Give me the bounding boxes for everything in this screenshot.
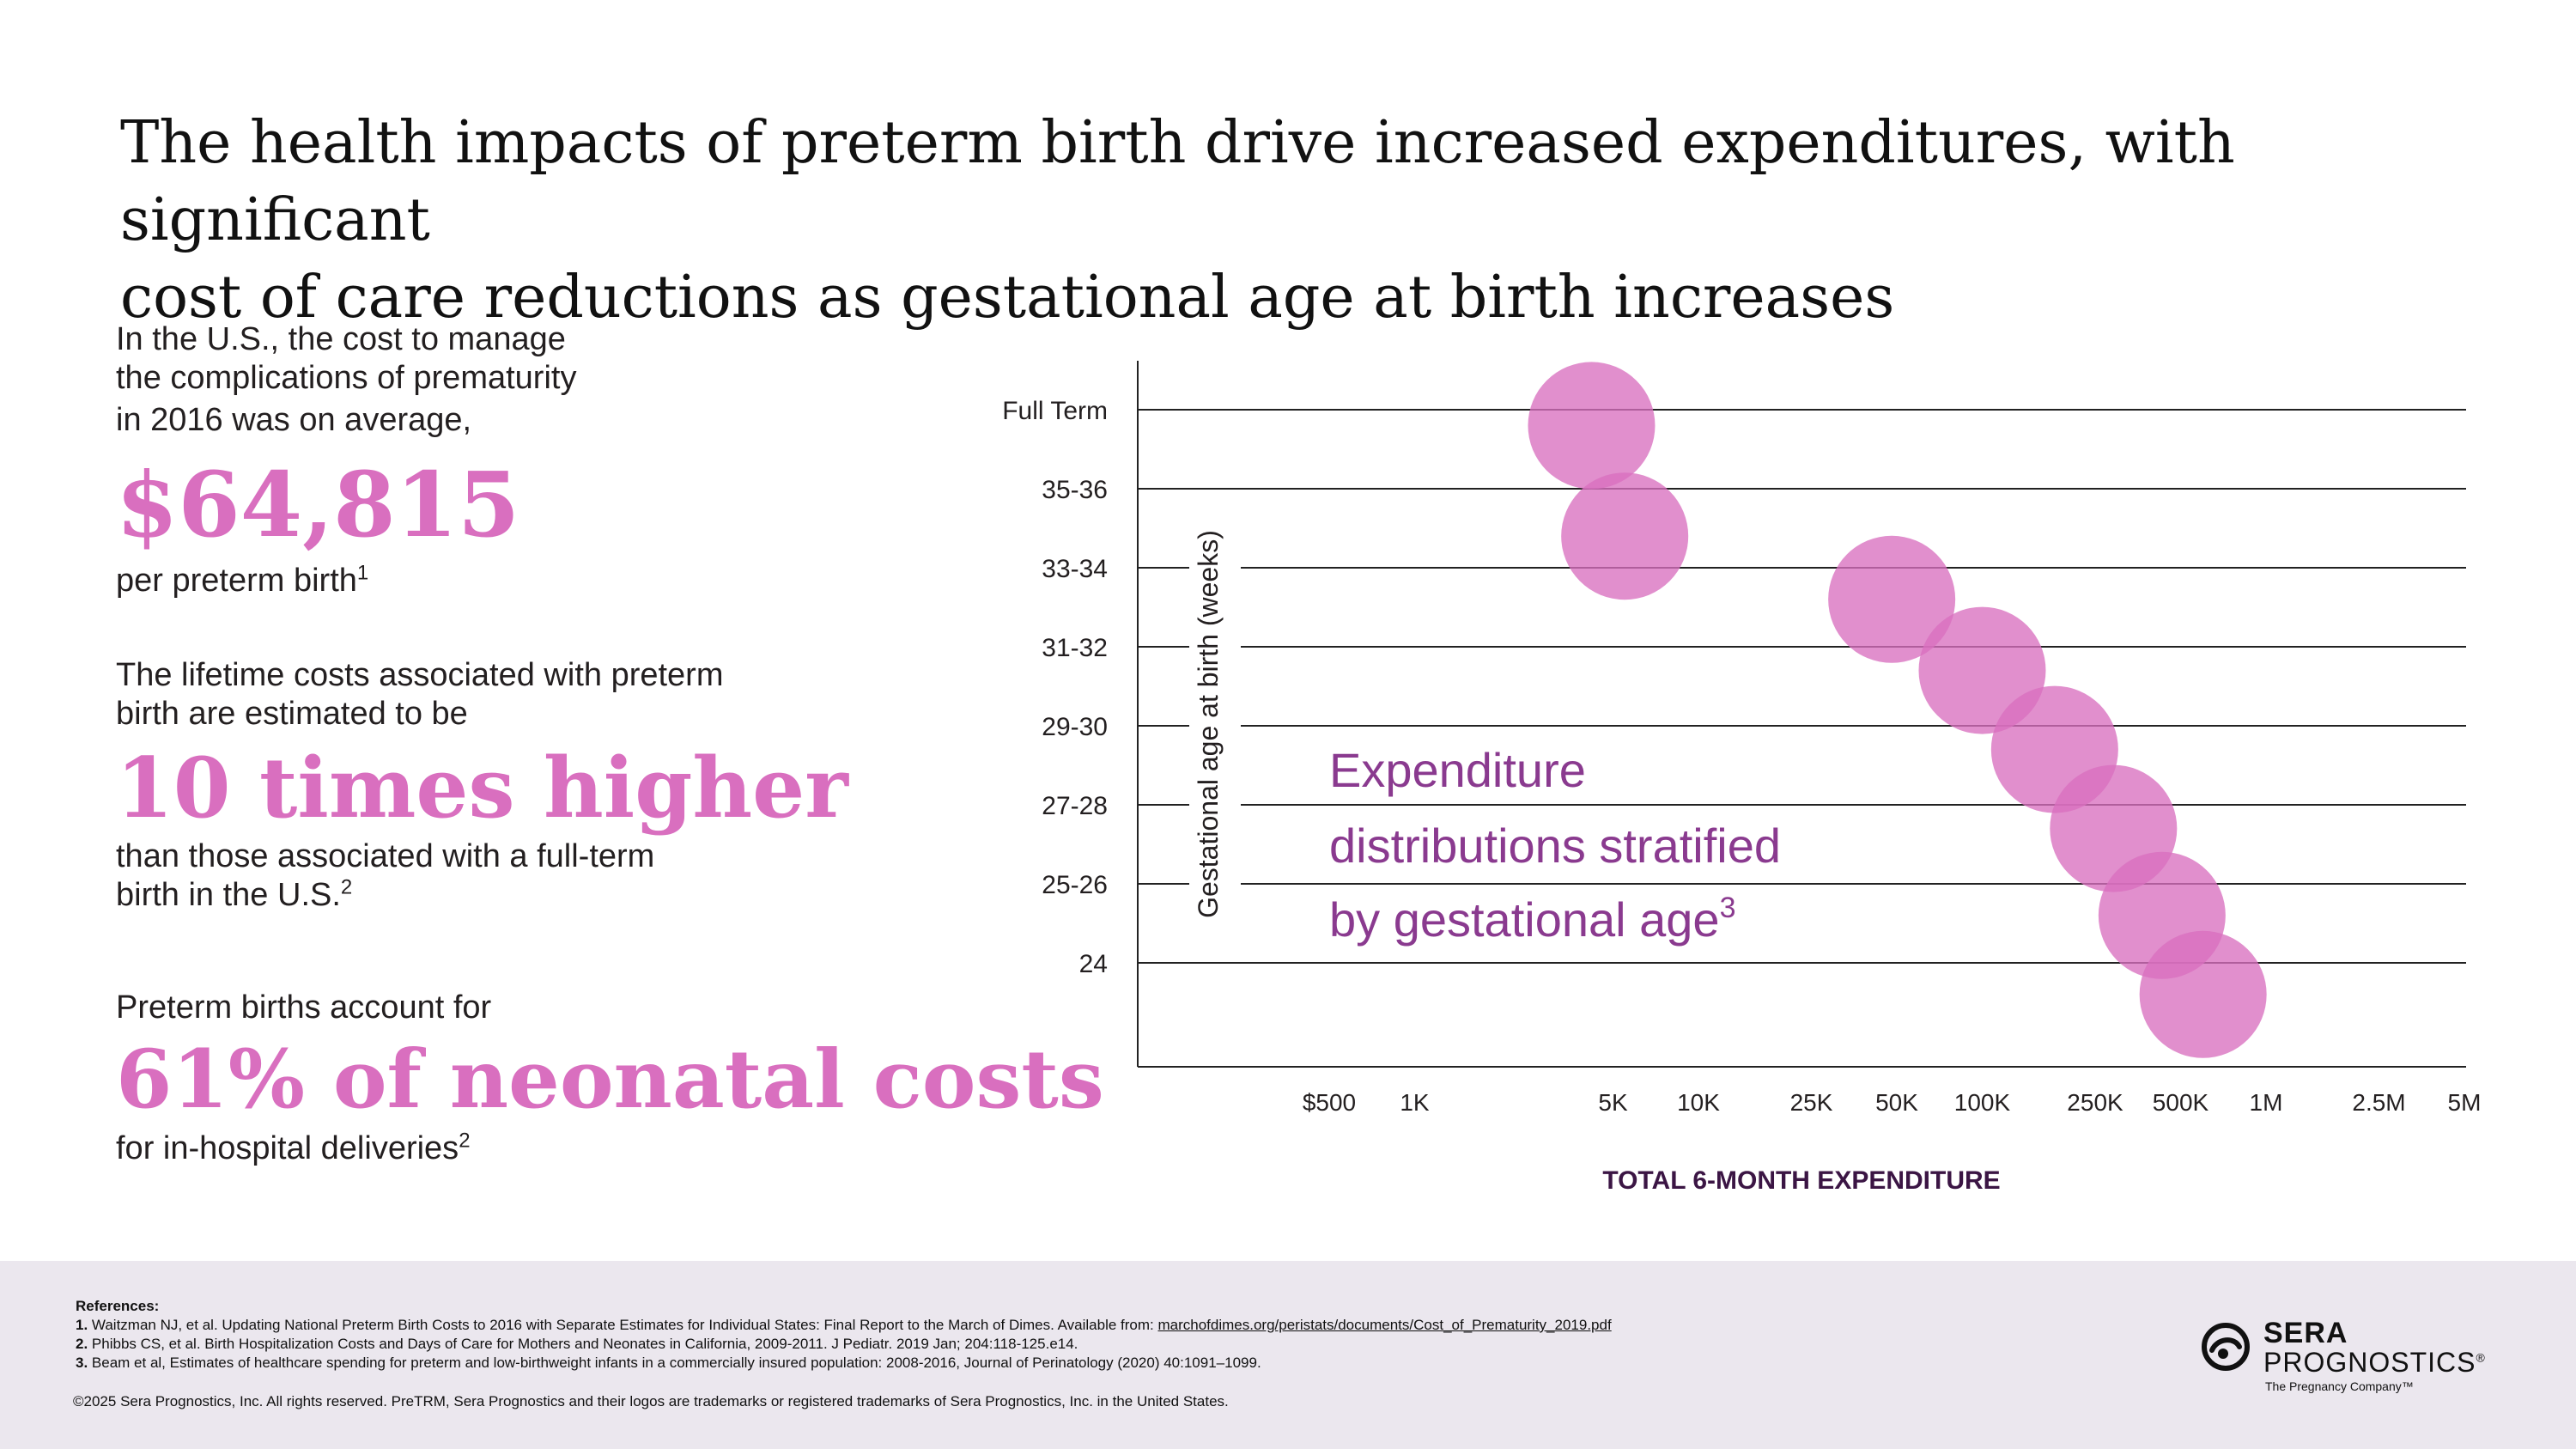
logo-wordmark-prognostics-text: PROGNOSTICS bbox=[2263, 1347, 2476, 1378]
reference-2-text: Phibbs CS, et al. Birth Hospitalization … bbox=[91, 1336, 1078, 1352]
reference-1-link[interactable]: marchofdimes.org/peristats/documents/Cos… bbox=[1157, 1317, 1612, 1333]
stat3-footnote-ref: 2 bbox=[459, 1129, 471, 1153]
stat3-intro: Preterm births account for bbox=[116, 989, 492, 1026]
annotation-line2: distributions stratified bbox=[1329, 819, 1781, 873]
stat3-sub: for in-hospital deliveries2 bbox=[116, 1129, 471, 1168]
reference-1: 1. Waitzman NJ, et al. Updating National… bbox=[76, 1316, 1612, 1335]
gridlines bbox=[1138, 409, 2466, 964]
reference-2: 2. Phibbs CS, et al. Birth Hospitalizati… bbox=[76, 1335, 1612, 1354]
stat2-intro-line1: The lifetime costs associated with prete… bbox=[116, 657, 724, 693]
y-tick-label: 24 bbox=[1079, 950, 1108, 978]
references: References: 1. Waitzman NJ, et al. Updat… bbox=[76, 1297, 1612, 1373]
y-axis-tick-labels: Full Term 35-36 33-34 31-32 29-30 27-28 25-26 2… bbox=[1002, 397, 1108, 978]
stat2-big-text: 10 times higher bbox=[116, 740, 848, 837]
stat1-sub: per preterm birth1 bbox=[116, 562, 368, 600]
page-title: The health impacts of preterm birth driv… bbox=[120, 105, 2524, 337]
bubble-full-term bbox=[1528, 362, 1656, 490]
bubble-33-34 bbox=[1828, 535, 1956, 663]
stat3-big-text: 61% of neonatal costs bbox=[116, 1032, 1104, 1127]
y-tick-label: 35-36 bbox=[1042, 476, 1108, 504]
x-tick-label: $500 bbox=[1303, 1089, 1356, 1116]
references-title: References: bbox=[76, 1298, 160, 1314]
reference-3-number: 3. bbox=[76, 1355, 88, 1371]
footer bbox=[0, 1261, 2576, 1449]
logo-tagline: The Pregnancy Company™ bbox=[2265, 1379, 2414, 1393]
bubble-35-36 bbox=[1561, 472, 1689, 600]
stat1-footnote-ref: 1 bbox=[356, 561, 369, 585]
stat3-sub-text: for in-hospital deliveries bbox=[116, 1130, 459, 1166]
title-line-1: The health impacts of preterm birth driv… bbox=[120, 109, 2235, 254]
x-tick-label: 5M bbox=[2448, 1089, 2482, 1116]
y-tick-label: 33-34 bbox=[1042, 555, 1108, 583]
x-tick-label: 10K bbox=[1677, 1089, 1720, 1116]
copyright-notice: ©2025 Sera Prognostics, Inc. All rights … bbox=[73, 1393, 1229, 1409]
y-axis-title: Gestational age at birth (weeks) bbox=[1193, 530, 1224, 918]
reference-2-number: 2. bbox=[76, 1336, 88, 1352]
stat2-sub: than those associated with a full-term b… bbox=[116, 837, 654, 915]
logo-wordmark-sera: SERA bbox=[2263, 1317, 2348, 1349]
y-tick-label: 25-26 bbox=[1042, 871, 1108, 899]
y-axis-title-background bbox=[1189, 502, 1241, 945]
reference-3: 3. Beam et al, Estimates of healthcare s… bbox=[76, 1354, 1612, 1373]
x-tick-label: 250K bbox=[2067, 1089, 2123, 1116]
chart-annotation: Expenditure distributions stratified by … bbox=[1329, 743, 1781, 947]
logo-registered-mark: ® bbox=[2476, 1350, 2486, 1365]
y-tick-label: Full Term bbox=[1002, 397, 1108, 425]
stat2-intro: The lifetime costs associated with prete… bbox=[116, 656, 724, 734]
annotation-line3-text: by gestational age bbox=[1329, 892, 1720, 947]
stat2-sub-line2: birth in the U.S.2 bbox=[116, 876, 654, 915]
sera-logo-icon bbox=[2202, 1323, 2250, 1371]
stat1-intro-line3: in 2016 was on average, bbox=[116, 402, 472, 438]
logo-wordmark-prognostics: PROGNOSTICS® bbox=[2263, 1348, 2486, 1377]
reference-1-number: 1. bbox=[76, 1317, 88, 1333]
stat2-sub-line1: than those associated with a full-term bbox=[116, 838, 655, 874]
y-tick-label: 29-30 bbox=[1042, 713, 1108, 741]
title-line-2: cost of care reductions as gestational a… bbox=[120, 264, 1895, 332]
y-tick-label: 31-32 bbox=[1042, 634, 1108, 662]
stat1-intro-line1: In the U.S., the cost to manage bbox=[116, 321, 566, 357]
x-tick-label: 500K bbox=[2153, 1089, 2209, 1116]
x-tick-label: 2.5M bbox=[2352, 1089, 2405, 1116]
reference-3-text: Beam et al, Estimates of healthcare spen… bbox=[91, 1355, 1261, 1371]
stat2-sub-line2-text: birth in the U.S. bbox=[116, 877, 341, 913]
x-tick-label: 50K bbox=[1875, 1089, 1918, 1116]
x-tick-label: 100K bbox=[1954, 1089, 2011, 1116]
bubbles bbox=[1528, 362, 2267, 1058]
x-axis-title: TOTAL 6-MONTH EXPENDITURE bbox=[1602, 1166, 2000, 1195]
bubble-24 bbox=[2139, 930, 2267, 1058]
y-tick-label: 27-28 bbox=[1042, 792, 1108, 820]
x-tick-label: 1K bbox=[1400, 1089, 1430, 1116]
stat1-intro-line2: the complications of prematurity bbox=[116, 360, 577, 396]
annotation-line3: by gestational age3 bbox=[1329, 892, 1735, 947]
x-axis-tick-labels: $500 1K 5K 10K 25K 50K 100K 250K 500K 1M 2.5M 5M bbox=[1303, 1089, 2482, 1116]
stat1-intro: In the U.S., the cost to manage the comp… bbox=[116, 320, 576, 440]
x-tick-label: 5K bbox=[1598, 1089, 1628, 1116]
x-tick-label: 25K bbox=[1790, 1089, 1833, 1116]
x-tick-label: 1M bbox=[2250, 1089, 2283, 1116]
annotation-footnote-ref: 3 bbox=[1720, 892, 1736, 924]
expenditure-bubble-chart: Full Term 35-36 33-34 31-32 29-30 27-28 25-26 2… bbox=[1002, 361, 2482, 1195]
stat1-big-number: $64,815 bbox=[116, 452, 520, 557]
annotation-line1: Expenditure bbox=[1329, 743, 1586, 797]
reference-1-text: Waitzman NJ, et al. Updating National Pr… bbox=[91, 1317, 1154, 1333]
stat2-footnote-ref: 2 bbox=[340, 875, 353, 899]
stat1-sub-text: per preterm birth bbox=[116, 563, 357, 599]
stat2-intro-line2: birth are estimated to be bbox=[116, 696, 468, 732]
